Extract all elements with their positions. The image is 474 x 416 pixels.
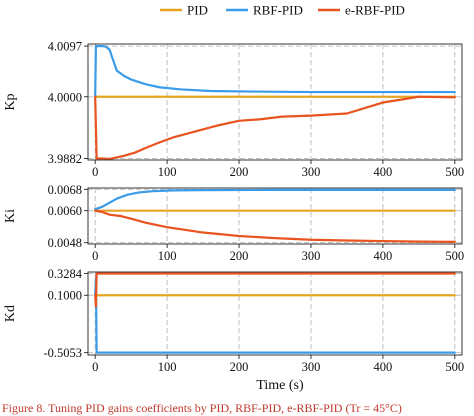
plot-frame: [87, 271, 463, 356]
x-tick-label: 0: [92, 249, 98, 263]
legend-label: RBF-PID: [253, 3, 303, 18]
x-tick-label: 300: [302, 165, 321, 179]
y-tick-label: 4.0097: [48, 40, 82, 54]
y-axis-label: Kd: [3, 305, 18, 322]
y-tick-label: 0.0068: [48, 183, 82, 197]
x-tick-label: 200: [230, 249, 249, 263]
kd-panel: 0.3284 0.1000 -0.5053 0 100 200 300 400 500 Kd: [3, 267, 464, 374]
y-tick-label: 0.3284: [48, 267, 83, 281]
x-tick-label: 200: [230, 360, 249, 374]
y-tick-label: 0.0048: [48, 236, 82, 250]
y-axis-label: Kp: [3, 93, 18, 110]
x-tick-label: 200: [230, 165, 249, 179]
x-tick-label: 400: [374, 249, 393, 263]
y-tick-label: 4.0000: [48, 90, 82, 104]
x-tick-label: 500: [445, 360, 464, 374]
legend-item-rbf-pid: RBF-PID: [226, 3, 303, 18]
series-line-rbf-pid: [94, 277, 456, 354]
y-tick-label: 0.1000: [48, 289, 82, 303]
x-tick-label: 300: [302, 360, 321, 374]
series-line-rbf-pid: [94, 44, 456, 98]
x-tick-label: 300: [302, 249, 321, 263]
x-tick-label: 100: [158, 249, 177, 263]
x-tick-label: 400: [374, 360, 393, 374]
x-tick-label: 0: [92, 165, 98, 179]
legend-item-pid: PID: [160, 3, 208, 18]
series-line-e-rbf-pid: [94, 95, 456, 161]
legend: PID RBF-PID e-RBF-PID: [160, 3, 405, 18]
y-axis-label: Ki: [3, 209, 18, 223]
legend-item-e-rbf-pid: e-RBF-PID: [318, 3, 405, 18]
kp-panel: 4.0097 4.0000 3.9882 0 100 200 300 400 500 Kp: [3, 40, 464, 179]
legend-label: PID: [187, 3, 208, 18]
x-tick-label: 500: [445, 165, 464, 179]
series-line-e-rbf-pid: [94, 209, 456, 243]
y-tick-label: 3.9882: [48, 152, 82, 166]
x-tick-label: 400: [374, 165, 393, 179]
y-tick-label: -0.5053: [43, 346, 82, 360]
x-axis-label: Time (s): [256, 378, 304, 393]
plot-frame: [87, 187, 463, 245]
x-tick-label: 100: [158, 360, 177, 374]
y-tick-label: 0.0060: [48, 204, 82, 218]
x-tick-label: 100: [158, 165, 177, 179]
legend-label: e-RBF-PID: [345, 3, 405, 18]
ki-panel: 0.0068 0.0060 0.0048 0 100 200 300 400 500 Ki: [3, 183, 464, 263]
figure-caption: Figure 8. Tuning PID gains coefficients …: [2, 401, 402, 415]
plot-frame: [87, 43, 463, 161]
series-line-rbf-pid: [94, 188, 456, 211]
x-tick-label: 500: [445, 249, 464, 263]
series-line-e-rbf-pid: [94, 272, 456, 308]
x-tick-label: 0: [92, 360, 98, 374]
